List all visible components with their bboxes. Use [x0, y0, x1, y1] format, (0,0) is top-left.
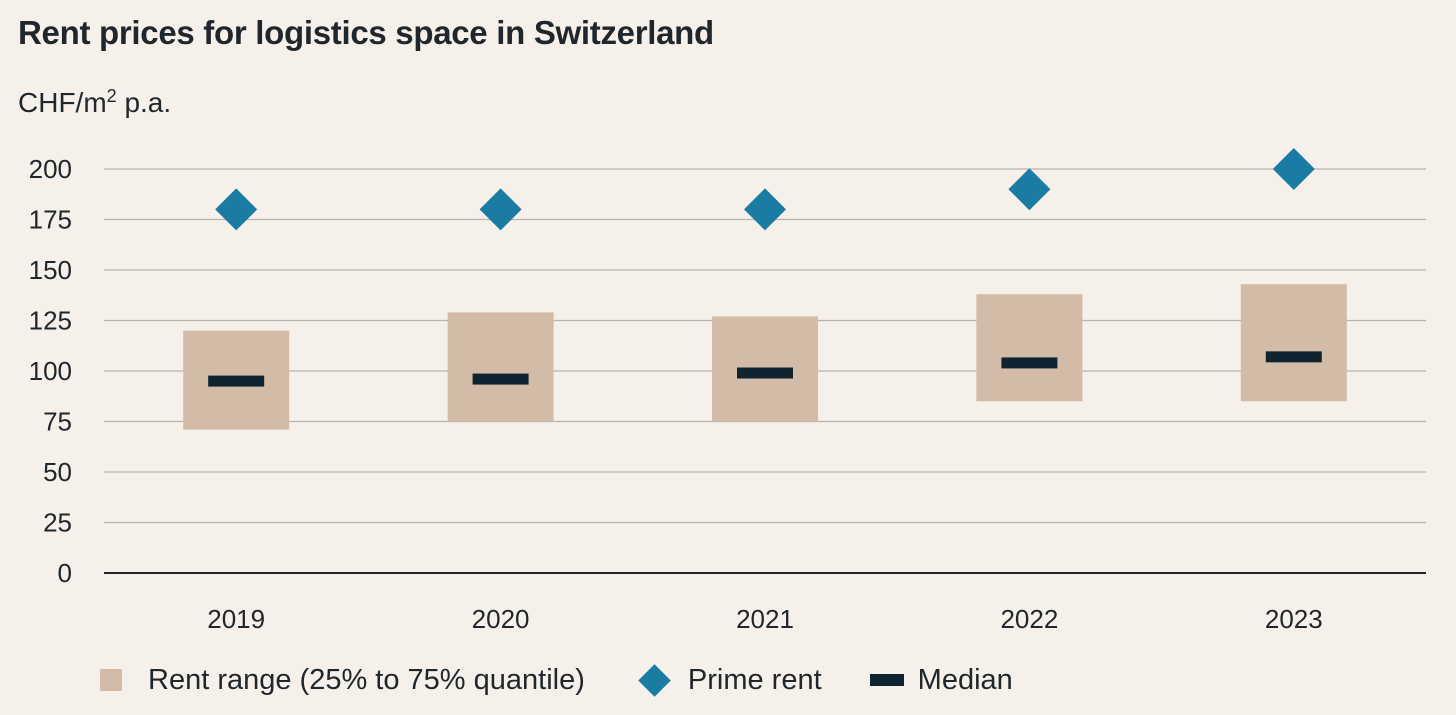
- y-tick-label-0: 0: [58, 558, 72, 588]
- legend-dash-icon: [869, 674, 904, 686]
- x-tick-label-2020: 2020: [472, 604, 530, 634]
- rent-range-bars: [183, 284, 1347, 430]
- legend-swatch-rent-range: [100, 669, 122, 691]
- legend-item-prime-rent: Prime rent: [633, 664, 822, 697]
- legend: Rent range (25% to 75% quantile) Prime r…: [100, 658, 1061, 702]
- x-axis-ticks: 2019 2020 2021 2022 2023: [207, 604, 1322, 634]
- median-marker-2020: [472, 373, 529, 385]
- rent-range-bar-2020: [447, 312, 554, 422]
- median-marker-2019: [208, 375, 265, 387]
- prime-rent-marker-2020: [479, 188, 522, 231]
- y-tick-label-150: 150: [29, 255, 72, 285]
- legend-label-prime-rent: Prime rent: [687, 663, 822, 696]
- x-tick-label-2019: 2019: [207, 604, 265, 634]
- unit-label-superscript: 2: [106, 86, 117, 106]
- y-axis-ticks: 0 25 50 75 100 125 150 175 200: [29, 154, 72, 588]
- x-tick-label-2022: 2022: [1000, 604, 1058, 634]
- prime-rent-marker-2023: [1272, 148, 1315, 190]
- median-marker-2021: [737, 367, 793, 379]
- prime-rent-markers: [215, 148, 1315, 231]
- x-tick-label-2023: 2023: [1265, 604, 1323, 634]
- y-tick-label-200: 200: [29, 154, 72, 184]
- legend-item-rent-range: Rent range (25% to 75% quantile): [100, 664, 585, 697]
- unit-label-suffix: p.a.: [116, 87, 172, 118]
- prime-rent-marker-2019: [215, 188, 258, 231]
- prime-rent-marker-2022: [1008, 168, 1051, 211]
- legend-label-rent-range: Rent range (25% to 75% quantile): [148, 663, 585, 696]
- legend-item-median: Median: [869, 663, 1013, 697]
- y-tick-label-75: 75: [43, 407, 72, 437]
- median-marker-2023: [1265, 351, 1322, 363]
- legend-diamond-icon: [638, 663, 671, 697]
- rent-range-bar-2023: [1240, 284, 1347, 402]
- y-axis-unit-label: CHF/m2 p.a.: [18, 86, 171, 119]
- chart-title: Rent prices for logistics space in Switz…: [18, 14, 714, 51]
- legend-label-median: Median: [917, 663, 1013, 696]
- median-markers: [208, 351, 1322, 387]
- y-tick-label-25: 25: [43, 508, 72, 538]
- unit-label-prefix: CHF/m: [18, 87, 107, 118]
- median-marker-2022: [1001, 357, 1058, 369]
- y-tick-label-175: 175: [29, 205, 72, 235]
- y-tick-label-50: 50: [43, 457, 72, 487]
- rent-range-bar-2022: [976, 294, 1083, 402]
- x-tick-label-2021: 2021: [736, 604, 794, 634]
- y-tick-label-125: 125: [29, 306, 72, 336]
- prime-rent-marker-2021: [744, 188, 786, 231]
- y-tick-label-100: 100: [29, 356, 72, 386]
